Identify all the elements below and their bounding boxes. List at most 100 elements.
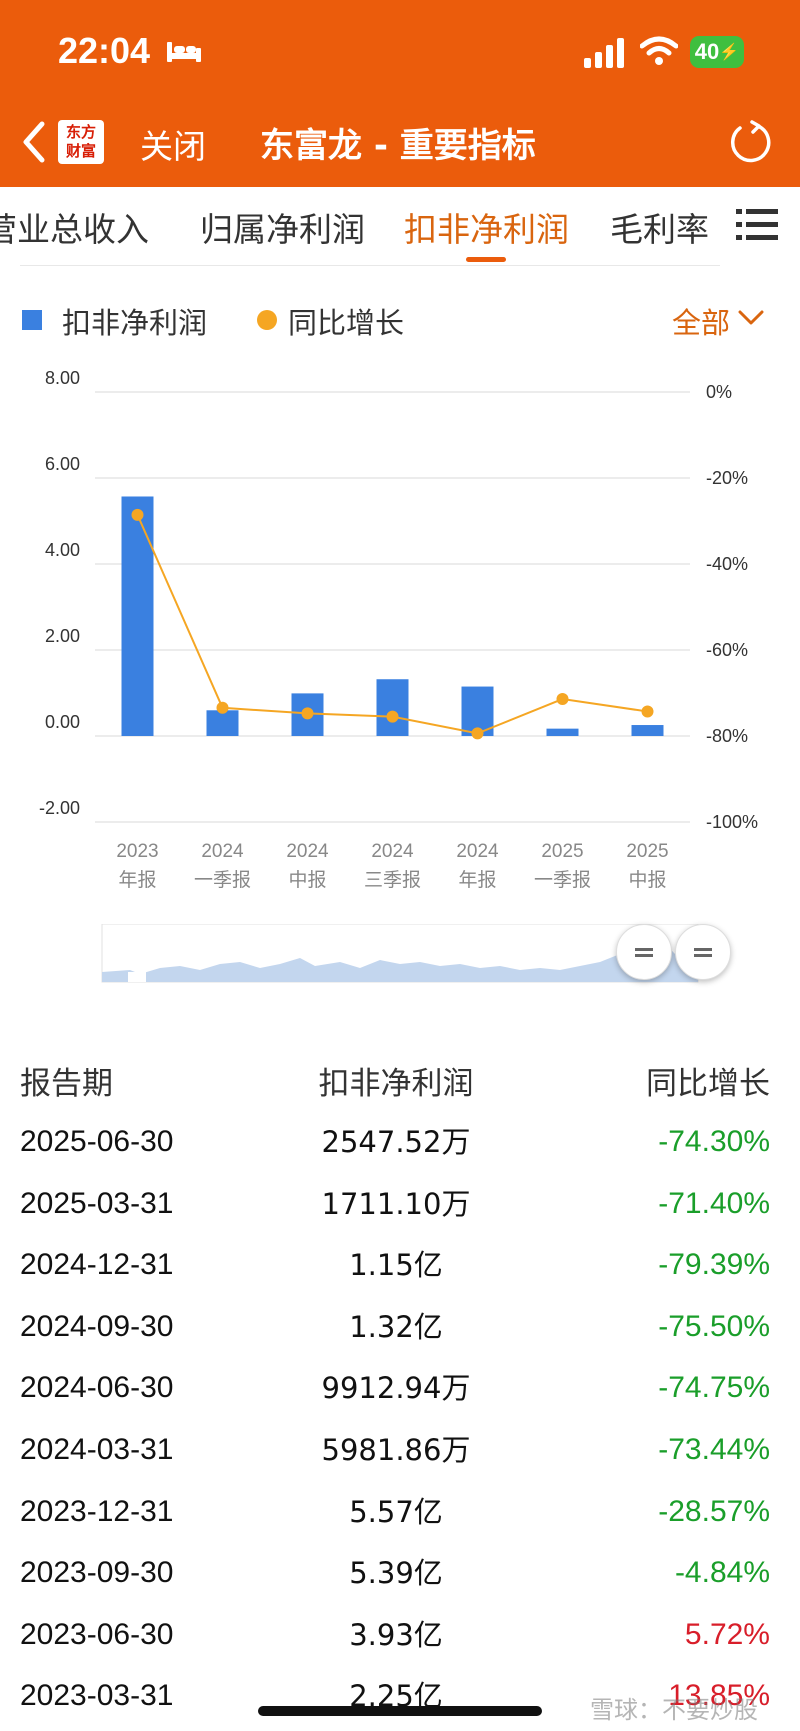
row-value: 1.15亿: [349, 1248, 443, 1283]
profit-bar: [121, 496, 154, 736]
left-axis-tick: 0.00: [45, 712, 80, 732]
table-header: 报告期 扣非净利润 同比增长: [0, 1058, 800, 1102]
menu-list-icon[interactable]: [736, 205, 780, 245]
x-axis-tick-year: 2024: [371, 841, 414, 862]
profit-bar: [631, 725, 664, 736]
sleep-mode-icon: [167, 42, 201, 62]
logo-line-1: 东方: [65, 123, 96, 141]
row-yoy: -74.30%: [658, 1125, 770, 1158]
cellular-signal-icon: [584, 38, 624, 68]
tab-total-revenue[interactable]: 营业总收入: [0, 210, 149, 249]
row-value: 1711.10万: [321, 1186, 471, 1221]
table-row[interactable]: 2023-09-30 5.39亿 -4.84%: [0, 1553, 800, 1614]
row-value: 9912.94万: [321, 1371, 471, 1406]
row-period: 2023-12-31: [20, 1494, 174, 1528]
line-legend-label: 同比增长: [288, 306, 405, 340]
row-yoy: -71.40%: [658, 1186, 770, 1220]
table-row[interactable]: 2024-06-30 9912.94万 -74.75%: [0, 1368, 800, 1429]
row-value: 3.93亿: [349, 1617, 443, 1652]
table-row[interactable]: 2025-03-31 1711.10万 -71.40%: [0, 1184, 800, 1245]
row-value: 5.57亿: [349, 1494, 443, 1529]
row-yoy: 5.72%: [684, 1617, 770, 1651]
row-value: 5981.86万: [321, 1433, 471, 1467]
left-axis-tick: 8.00: [45, 368, 80, 388]
table-row[interactable]: 2023-06-30 3.93亿 5.72%: [0, 1615, 800, 1676]
bar-legend-label: 扣非净利润: [62, 306, 208, 340]
home-indicator[interactable]: [258, 1706, 542, 1716]
battery-indicator: 40 ⚡: [690, 36, 744, 68]
right-axis-tick: 0%: [706, 382, 732, 402]
tabs-divider: [20, 265, 720, 266]
x-axis-tick-period: 一季报: [534, 869, 591, 891]
logo-line-2: 财富: [65, 142, 96, 160]
chart-legend: 扣非净利润 同比增长 全部: [0, 300, 800, 340]
yoy-growth-point: [386, 710, 399, 723]
range-end-handle[interactable]: [675, 924, 731, 980]
row-period: 2024-12-31: [20, 1248, 174, 1282]
row-value: 2547.52万: [321, 1125, 471, 1159]
tab-deducted-net-profit[interactable]: 扣非净利润: [404, 210, 569, 249]
x-axis-tick-year: 2023: [116, 841, 158, 862]
x-axis-tick-year: 2025: [626, 841, 668, 862]
row-period: 2023-06-30: [20, 1617, 174, 1651]
period-filter-dropdown[interactable]: 全部: [672, 306, 731, 340]
page-title: 东富龙 - 重要指标: [260, 126, 536, 166]
row-yoy: 13.85%: [668, 1679, 770, 1713]
row-period: 2024-06-30: [20, 1371, 174, 1405]
status-time: 22:04: [58, 30, 151, 71]
refresh-icon[interactable]: [728, 120, 772, 164]
x-axis-tick-period: 年报: [458, 869, 496, 891]
wifi-icon: [640, 36, 678, 65]
indicator-tabs: 营业总收入 归属净利润 扣非净利润 毛利率: [0, 187, 800, 267]
table-row[interactable]: 2024-12-31 1.15亿 -79.39%: [0, 1245, 800, 1306]
tab-net-profit[interactable]: 归属净利润: [200, 210, 365, 249]
right-axis-tick: -100%: [706, 812, 758, 832]
bar-legend-swatch: [22, 310, 42, 330]
row-yoy: -4.84%: [674, 1556, 770, 1590]
battery-level: 40: [694, 39, 720, 64]
active-tab-indicator: [466, 257, 506, 262]
chevron-down-icon[interactable]: [738, 308, 764, 328]
yoy-growth-point: [471, 727, 484, 740]
right-axis-tick: -60%: [706, 640, 748, 660]
x-axis-tick-period: 年报: [118, 869, 156, 891]
x-axis-tick-year: 2025: [541, 841, 583, 862]
table-row[interactable]: 2024-09-30 1.32亿 -75.50%: [0, 1307, 800, 1368]
app-header: 22:04 40 ⚡ 东方 财富 关闭 东富龙 - 重要指标: [0, 0, 800, 187]
line-legend-dot: [257, 310, 277, 330]
table-row[interactable]: 2025-06-30 2547.52万 -74.30%: [0, 1122, 800, 1183]
x-axis-tick-year: 2024: [201, 841, 244, 862]
row-yoy: -74.75%: [658, 1371, 770, 1405]
x-axis-tick-year: 2024: [286, 841, 329, 862]
row-period: 2024-09-30: [20, 1309, 174, 1343]
header-yoy: 同比增长: [646, 1066, 770, 1102]
header-value: 扣非净利润: [318, 1066, 474, 1102]
profit-bar: [376, 679, 409, 736]
x-axis-tick-period: 一季报: [194, 869, 251, 891]
range-overview-sparkline: [101, 923, 699, 983]
row-period: 2025-03-31: [20, 1186, 174, 1220]
table-row[interactable]: 2024-03-31 5981.86万 -73.44%: [0, 1430, 800, 1491]
tab-gross-margin[interactable]: 毛利率: [610, 210, 709, 249]
x-axis-tick-period: 中报: [628, 869, 666, 891]
range-start-handle[interactable]: [616, 924, 672, 980]
close-button[interactable]: 关闭: [140, 127, 206, 166]
row-value: 1.32亿: [349, 1309, 443, 1344]
x-axis-tick-period: 中报: [288, 869, 326, 891]
left-axis-tick: -2.00: [39, 798, 80, 818]
row-period: 2025-06-30: [20, 1125, 174, 1158]
x-axis-tick-period: 三季报: [364, 869, 421, 891]
row-yoy: -73.44%: [658, 1433, 770, 1466]
row-period: 2024-03-31: [20, 1433, 174, 1466]
yoy-growth-point: [131, 508, 144, 521]
chart-range-slider[interactable]: [100, 923, 731, 986]
right-axis-tick: -20%: [706, 468, 748, 488]
right-axis-tick: -40%: [706, 554, 748, 574]
yoy-growth-point: [641, 705, 654, 718]
row-yoy: -28.57%: [658, 1494, 770, 1528]
table-row[interactable]: 2023-12-31 5.57亿 -28.57%: [0, 1492, 800, 1553]
yoy-growth-point: [556, 693, 569, 706]
profit-bar: [206, 710, 239, 736]
back-arrow-icon[interactable]: [20, 120, 48, 164]
row-period: 2023-03-31: [20, 1679, 174, 1713]
